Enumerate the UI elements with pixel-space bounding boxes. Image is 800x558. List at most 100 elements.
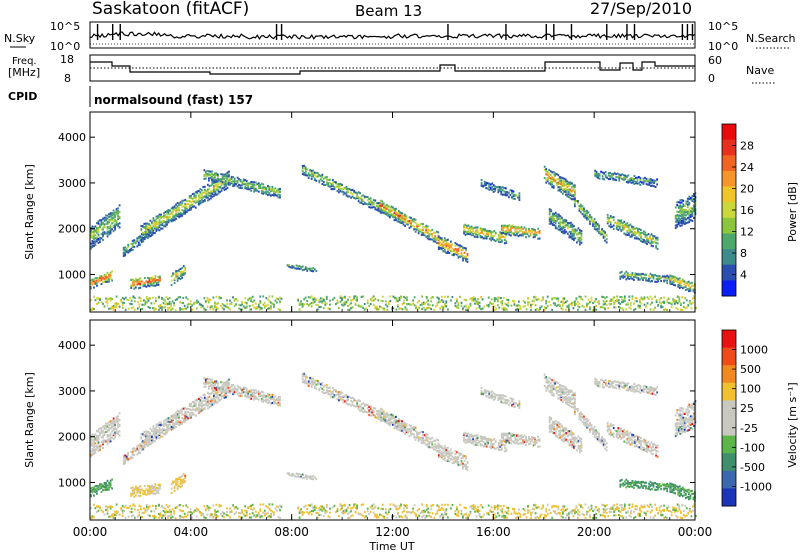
power-cell	[264, 302, 266, 304]
power-cell	[131, 300, 133, 302]
power-cell	[573, 307, 575, 309]
power-cell	[688, 208, 690, 210]
power-cell	[386, 208, 388, 210]
velocity-cell	[216, 391, 218, 393]
y-tick-label: 1000	[58, 268, 86, 281]
power-cell	[575, 237, 577, 239]
power-cell	[507, 229, 509, 231]
velocity-cell	[225, 388, 227, 390]
power-cell	[356, 194, 358, 196]
power-cell	[386, 204, 388, 206]
velocity-cell	[305, 375, 307, 377]
power-cell	[93, 287, 95, 289]
power-cell	[581, 242, 583, 244]
velocity-cell	[127, 452, 129, 454]
velocity-cell	[337, 391, 339, 393]
velocity-cell	[135, 494, 137, 496]
power-cell	[364, 303, 366, 305]
power-cell	[483, 306, 485, 308]
power-cell	[427, 226, 429, 228]
power-cell	[684, 205, 686, 207]
power-cell	[403, 302, 405, 304]
power-cell	[107, 223, 109, 225]
power-cell	[187, 306, 189, 308]
power-cell	[441, 237, 443, 239]
power-cell	[227, 187, 229, 189]
power-cell	[180, 273, 182, 275]
power-cell	[570, 193, 572, 195]
power-cell	[119, 204, 121, 206]
power-cell	[241, 184, 243, 186]
power-cell	[107, 302, 109, 304]
power-cell	[500, 191, 502, 193]
power-cell	[539, 238, 541, 240]
power-cell	[127, 244, 129, 246]
colorbar-tick-label: 4	[740, 269, 747, 282]
power-cell	[410, 219, 412, 221]
power-cell	[250, 308, 252, 310]
power-cell	[312, 267, 314, 269]
power-cell	[568, 304, 570, 306]
power-cell	[494, 309, 496, 311]
power-cell	[615, 306, 617, 308]
power-cell	[204, 196, 206, 198]
velocity-cell	[204, 407, 206, 409]
power-cell	[678, 299, 680, 301]
power-cell	[649, 235, 651, 237]
colorbar-tick-label: 24	[740, 161, 754, 174]
power-cell	[660, 280, 662, 282]
power-cell	[452, 244, 454, 246]
power-cell	[337, 300, 339, 302]
power-cell	[574, 198, 576, 200]
power-cell	[178, 207, 180, 209]
power-cell	[616, 295, 618, 297]
power-cell	[565, 179, 567, 181]
power-cell	[574, 205, 576, 207]
power-cell	[508, 302, 510, 304]
colorbar-segment	[722, 265, 736, 281]
power-cell	[487, 234, 489, 236]
nave-tick-bottom: 0	[708, 72, 715, 85]
power-cell	[315, 180, 317, 182]
power-cell	[462, 307, 464, 309]
power-cell	[388, 303, 390, 305]
power-cell	[574, 301, 576, 303]
power-cell	[555, 212, 557, 214]
power-cell	[384, 211, 386, 213]
power-cell	[556, 173, 558, 175]
power-cell	[427, 231, 429, 233]
power-cell	[688, 219, 690, 221]
velocity-cell	[373, 414, 375, 416]
power-cell	[547, 171, 549, 173]
power-cell	[98, 231, 100, 233]
power-cell	[532, 303, 534, 305]
noise-left-tick-bottom: 10^0	[50, 40, 80, 53]
power-cell	[135, 286, 137, 288]
power-cell	[156, 279, 158, 281]
power-cell	[531, 231, 533, 233]
power-cell	[429, 304, 431, 306]
power-cell	[494, 300, 496, 302]
power-cell	[397, 300, 399, 302]
power-cell	[458, 304, 460, 306]
power-cell	[179, 307, 181, 309]
power-cell	[470, 298, 472, 300]
power-cell	[237, 182, 239, 184]
power-cell	[644, 296, 646, 298]
power-cell	[258, 304, 260, 306]
power-cell	[437, 231, 439, 233]
power-cell	[220, 305, 222, 307]
power-cell	[624, 296, 626, 298]
velocity-cell	[126, 456, 128, 458]
velocity-cell	[324, 385, 326, 387]
power-cell	[113, 210, 115, 212]
power-cell	[682, 200, 684, 202]
velocity-cell	[278, 404, 280, 406]
power-cell	[356, 299, 358, 301]
power-cell	[477, 298, 479, 300]
velocity-cell	[180, 479, 182, 481]
power-cell	[132, 240, 134, 242]
power-cell	[434, 241, 436, 243]
